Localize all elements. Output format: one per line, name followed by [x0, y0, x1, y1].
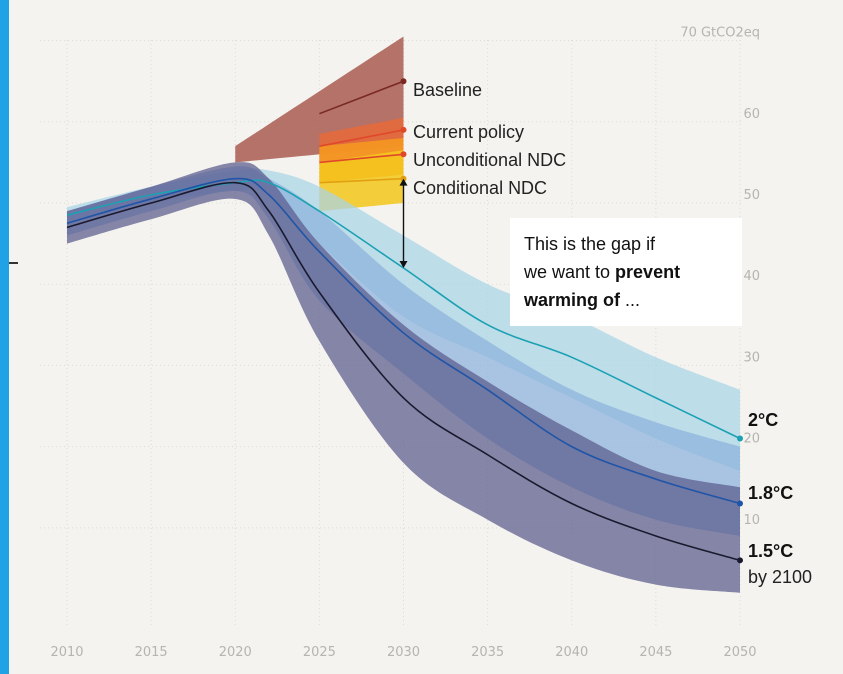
gap-note-text: This is the gap if we want to prevent wa… — [523, 234, 680, 310]
label-2c: 2°C — [748, 410, 778, 430]
uncertainty-bands — [67, 36, 740, 593]
gap-arrow — [399, 178, 408, 268]
line-0 — [319, 80, 404, 115]
label-by-2100: by 2100 — [748, 567, 812, 587]
label-1-8c: 1.8°C — [748, 483, 793, 503]
gap-note-line-2-normal: we want to — [523, 262, 615, 282]
marker-2 — [400, 151, 407, 158]
series-labels: Baseline Current policy Unconditional ND… — [413, 80, 812, 587]
line-5 — [66, 177, 741, 505]
y-tick-50: 50 — [743, 188, 760, 203]
y-tick-20: 20 — [743, 432, 760, 447]
x-tick-2050: 2050 — [723, 645, 756, 660]
gap-note-line-1: This is the gap if — [524, 234, 656, 254]
x-tick-2035: 2035 — [471, 645, 504, 660]
series-end-markers — [400, 78, 743, 564]
series-lines — [66, 80, 741, 562]
y-tick-40: 40 — [743, 269, 760, 284]
label-baseline: Baseline — [413, 80, 482, 100]
gap-note-line-2-bold: prevent — [615, 262, 680, 282]
label-1-5c: 1.5°C — [748, 541, 793, 561]
label-unconditional-ndc: Unconditional NDC — [413, 150, 566, 170]
x-tick-2010: 2010 — [50, 645, 83, 660]
x-tick-2030: 2030 — [387, 645, 420, 660]
marker-4 — [737, 435, 743, 442]
marker-6 — [737, 557, 743, 564]
gap-note-line-2: we want to prevent — [523, 262, 680, 282]
gap-note-line-3-normal: ... — [620, 290, 640, 310]
x-tick-2025: 2025 — [303, 645, 336, 660]
gap-note-box — [510, 218, 742, 326]
line-6 — [66, 181, 741, 562]
marker-0 — [400, 78, 407, 85]
gap-note-line-3-bold: warming of — [523, 290, 621, 310]
line-1 — [319, 129, 404, 147]
marker-5 — [737, 500, 743, 507]
marker-1 — [400, 126, 407, 133]
label-conditional-ndc: Conditional NDC — [413, 178, 547, 198]
gap-arrow-head-bottom — [399, 260, 408, 268]
x-tick-2015: 2015 — [135, 645, 168, 660]
note-box-layer — [510, 218, 742, 326]
line-3 — [319, 177, 404, 184]
line-2 — [319, 153, 404, 164]
left-edge-tick — [9, 262, 18, 264]
y-tick-30: 30 — [743, 350, 760, 365]
y-tick-10: 10 — [743, 513, 760, 528]
gap-note-line-3: warming of ... — [523, 290, 640, 310]
x-tick-2040: 2040 — [555, 645, 588, 660]
y-tick-60: 60 — [743, 107, 760, 122]
x-tick-2045: 2045 — [639, 645, 672, 660]
left-accent-bar — [0, 0, 9, 674]
x-tick-2020: 2020 — [219, 645, 252, 660]
band-6 — [67, 162, 740, 593]
y-tick-70: 70 GtCO2eq — [680, 26, 760, 41]
gap-note-line-1-text: This is the gap if — [524, 234, 656, 254]
label-current-policy: Current policy — [413, 122, 524, 142]
gap-arrow-head-top — [399, 178, 408, 186]
